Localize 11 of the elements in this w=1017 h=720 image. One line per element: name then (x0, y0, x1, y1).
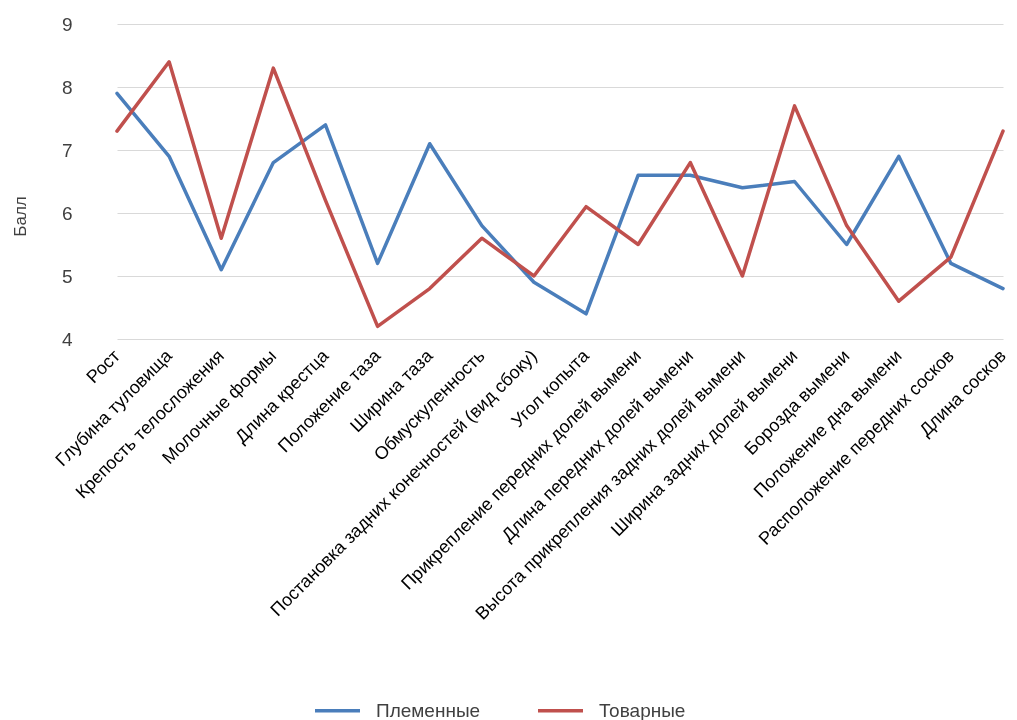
y-axis-title: Балл (10, 196, 30, 237)
line-series (115, 60, 1005, 329)
y-tick-label: 4 (61, 328, 73, 350)
y-tick-label: 6 (61, 202, 73, 224)
y-tick-label: 7 (61, 139, 73, 161)
y-tick-label: 8 (61, 76, 73, 98)
line-series (115, 91, 1005, 316)
y-tick-label: 5 (61, 265, 73, 287)
y-tick-label: 9 (61, 13, 73, 35)
legend-label: Племенные (376, 699, 481, 720)
legend-label: Товарные (599, 699, 686, 720)
